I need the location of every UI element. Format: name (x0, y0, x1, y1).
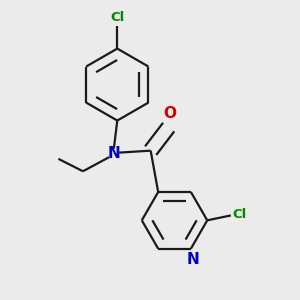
Text: Cl: Cl (232, 208, 247, 221)
Text: N: N (186, 252, 199, 267)
Text: Cl: Cl (110, 11, 124, 24)
Text: O: O (164, 106, 176, 121)
Text: N: N (108, 146, 120, 161)
